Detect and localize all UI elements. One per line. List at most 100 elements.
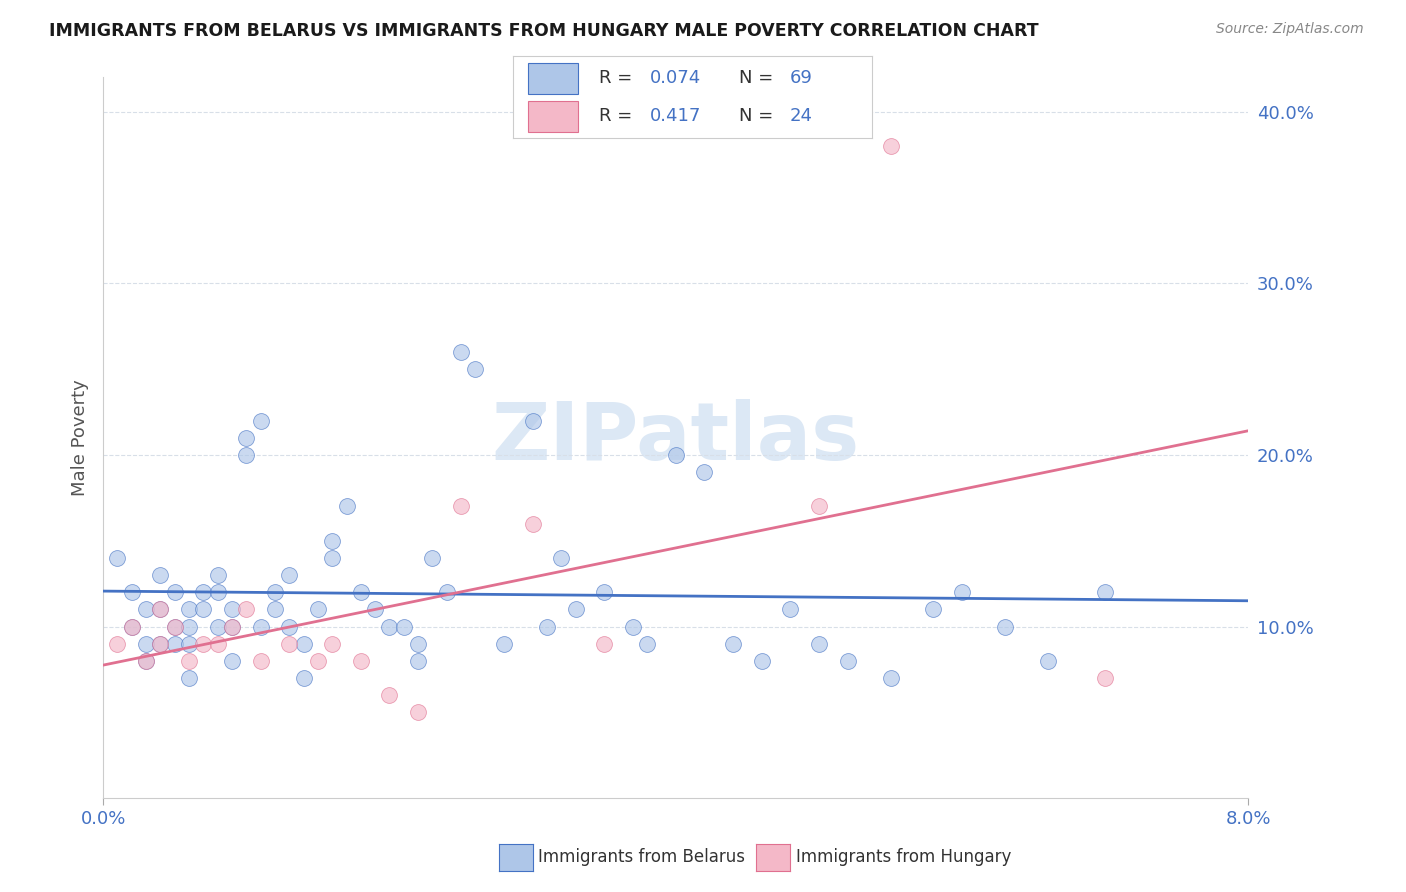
- Point: [564, 602, 586, 616]
- Point: [221, 602, 243, 616]
- Point: [378, 619, 401, 633]
- Point: [207, 619, 229, 633]
- Point: [536, 619, 558, 633]
- Text: N =: N =: [740, 107, 779, 125]
- Text: ZIPatlas: ZIPatlas: [492, 399, 860, 477]
- Point: [207, 637, 229, 651]
- Point: [994, 619, 1017, 633]
- Point: [278, 637, 301, 651]
- Point: [436, 585, 458, 599]
- FancyBboxPatch shape: [527, 62, 578, 94]
- Point: [264, 585, 287, 599]
- Point: [406, 706, 429, 720]
- Point: [378, 688, 401, 702]
- Point: [177, 602, 200, 616]
- Text: 0.074: 0.074: [650, 70, 700, 87]
- Point: [177, 654, 200, 668]
- Point: [1036, 654, 1059, 668]
- Point: [1094, 585, 1116, 599]
- Point: [193, 602, 215, 616]
- Point: [837, 654, 859, 668]
- Point: [149, 637, 172, 651]
- Point: [149, 637, 172, 651]
- Point: [149, 602, 172, 616]
- Point: [163, 619, 186, 633]
- Point: [221, 619, 243, 633]
- Point: [278, 568, 301, 582]
- Point: [807, 500, 830, 514]
- Point: [950, 585, 973, 599]
- Point: [450, 500, 472, 514]
- Point: [221, 619, 243, 633]
- Point: [278, 619, 301, 633]
- Text: 0.417: 0.417: [650, 107, 700, 125]
- Point: [107, 550, 129, 565]
- Point: [922, 602, 945, 616]
- Point: [193, 637, 215, 651]
- Text: IMMIGRANTS FROM BELARUS VS IMMIGRANTS FROM HUNGARY MALE POVERTY CORRELATION CHAR: IMMIGRANTS FROM BELARUS VS IMMIGRANTS FR…: [49, 22, 1039, 40]
- Point: [221, 654, 243, 668]
- Point: [350, 654, 373, 668]
- Point: [307, 654, 329, 668]
- Point: [249, 654, 271, 668]
- Point: [207, 585, 229, 599]
- Point: [721, 637, 744, 651]
- Point: [149, 602, 172, 616]
- Point: [779, 602, 801, 616]
- Point: [121, 585, 143, 599]
- Text: R =: R =: [599, 70, 638, 87]
- Point: [307, 602, 329, 616]
- Text: Immigrants from Hungary: Immigrants from Hungary: [796, 848, 1011, 866]
- Text: R =: R =: [599, 107, 638, 125]
- Point: [249, 414, 271, 428]
- Point: [593, 585, 616, 599]
- Point: [636, 637, 658, 651]
- Point: [406, 637, 429, 651]
- Point: [350, 585, 373, 599]
- Point: [665, 448, 688, 462]
- Text: 69: 69: [789, 70, 813, 87]
- Text: N =: N =: [740, 70, 779, 87]
- Point: [321, 533, 343, 548]
- Text: 24: 24: [789, 107, 813, 125]
- Text: Source: ZipAtlas.com: Source: ZipAtlas.com: [1216, 22, 1364, 37]
- Point: [879, 139, 901, 153]
- Point: [335, 500, 357, 514]
- Point: [292, 671, 315, 685]
- Point: [135, 654, 157, 668]
- Point: [522, 414, 544, 428]
- Point: [1094, 671, 1116, 685]
- Point: [177, 637, 200, 651]
- Point: [235, 431, 257, 445]
- Point: [135, 654, 157, 668]
- Point: [163, 619, 186, 633]
- Point: [121, 619, 143, 633]
- Point: [292, 637, 315, 651]
- Point: [177, 671, 200, 685]
- Point: [135, 602, 157, 616]
- Point: [264, 602, 287, 616]
- Point: [550, 550, 572, 565]
- Point: [121, 619, 143, 633]
- Text: Immigrants from Belarus: Immigrants from Belarus: [538, 848, 745, 866]
- Point: [135, 637, 157, 651]
- Point: [879, 671, 901, 685]
- Point: [207, 568, 229, 582]
- Point: [163, 637, 186, 651]
- Point: [249, 619, 271, 633]
- Point: [693, 465, 716, 479]
- Point: [321, 637, 343, 651]
- Point: [492, 637, 515, 651]
- Point: [522, 516, 544, 531]
- Point: [364, 602, 387, 616]
- FancyBboxPatch shape: [527, 101, 578, 132]
- Point: [807, 637, 830, 651]
- Point: [177, 619, 200, 633]
- Point: [321, 550, 343, 565]
- Point: [450, 345, 472, 359]
- Point: [621, 619, 644, 633]
- Y-axis label: Male Poverty: Male Poverty: [72, 379, 89, 496]
- Point: [107, 637, 129, 651]
- Point: [193, 585, 215, 599]
- Point: [163, 585, 186, 599]
